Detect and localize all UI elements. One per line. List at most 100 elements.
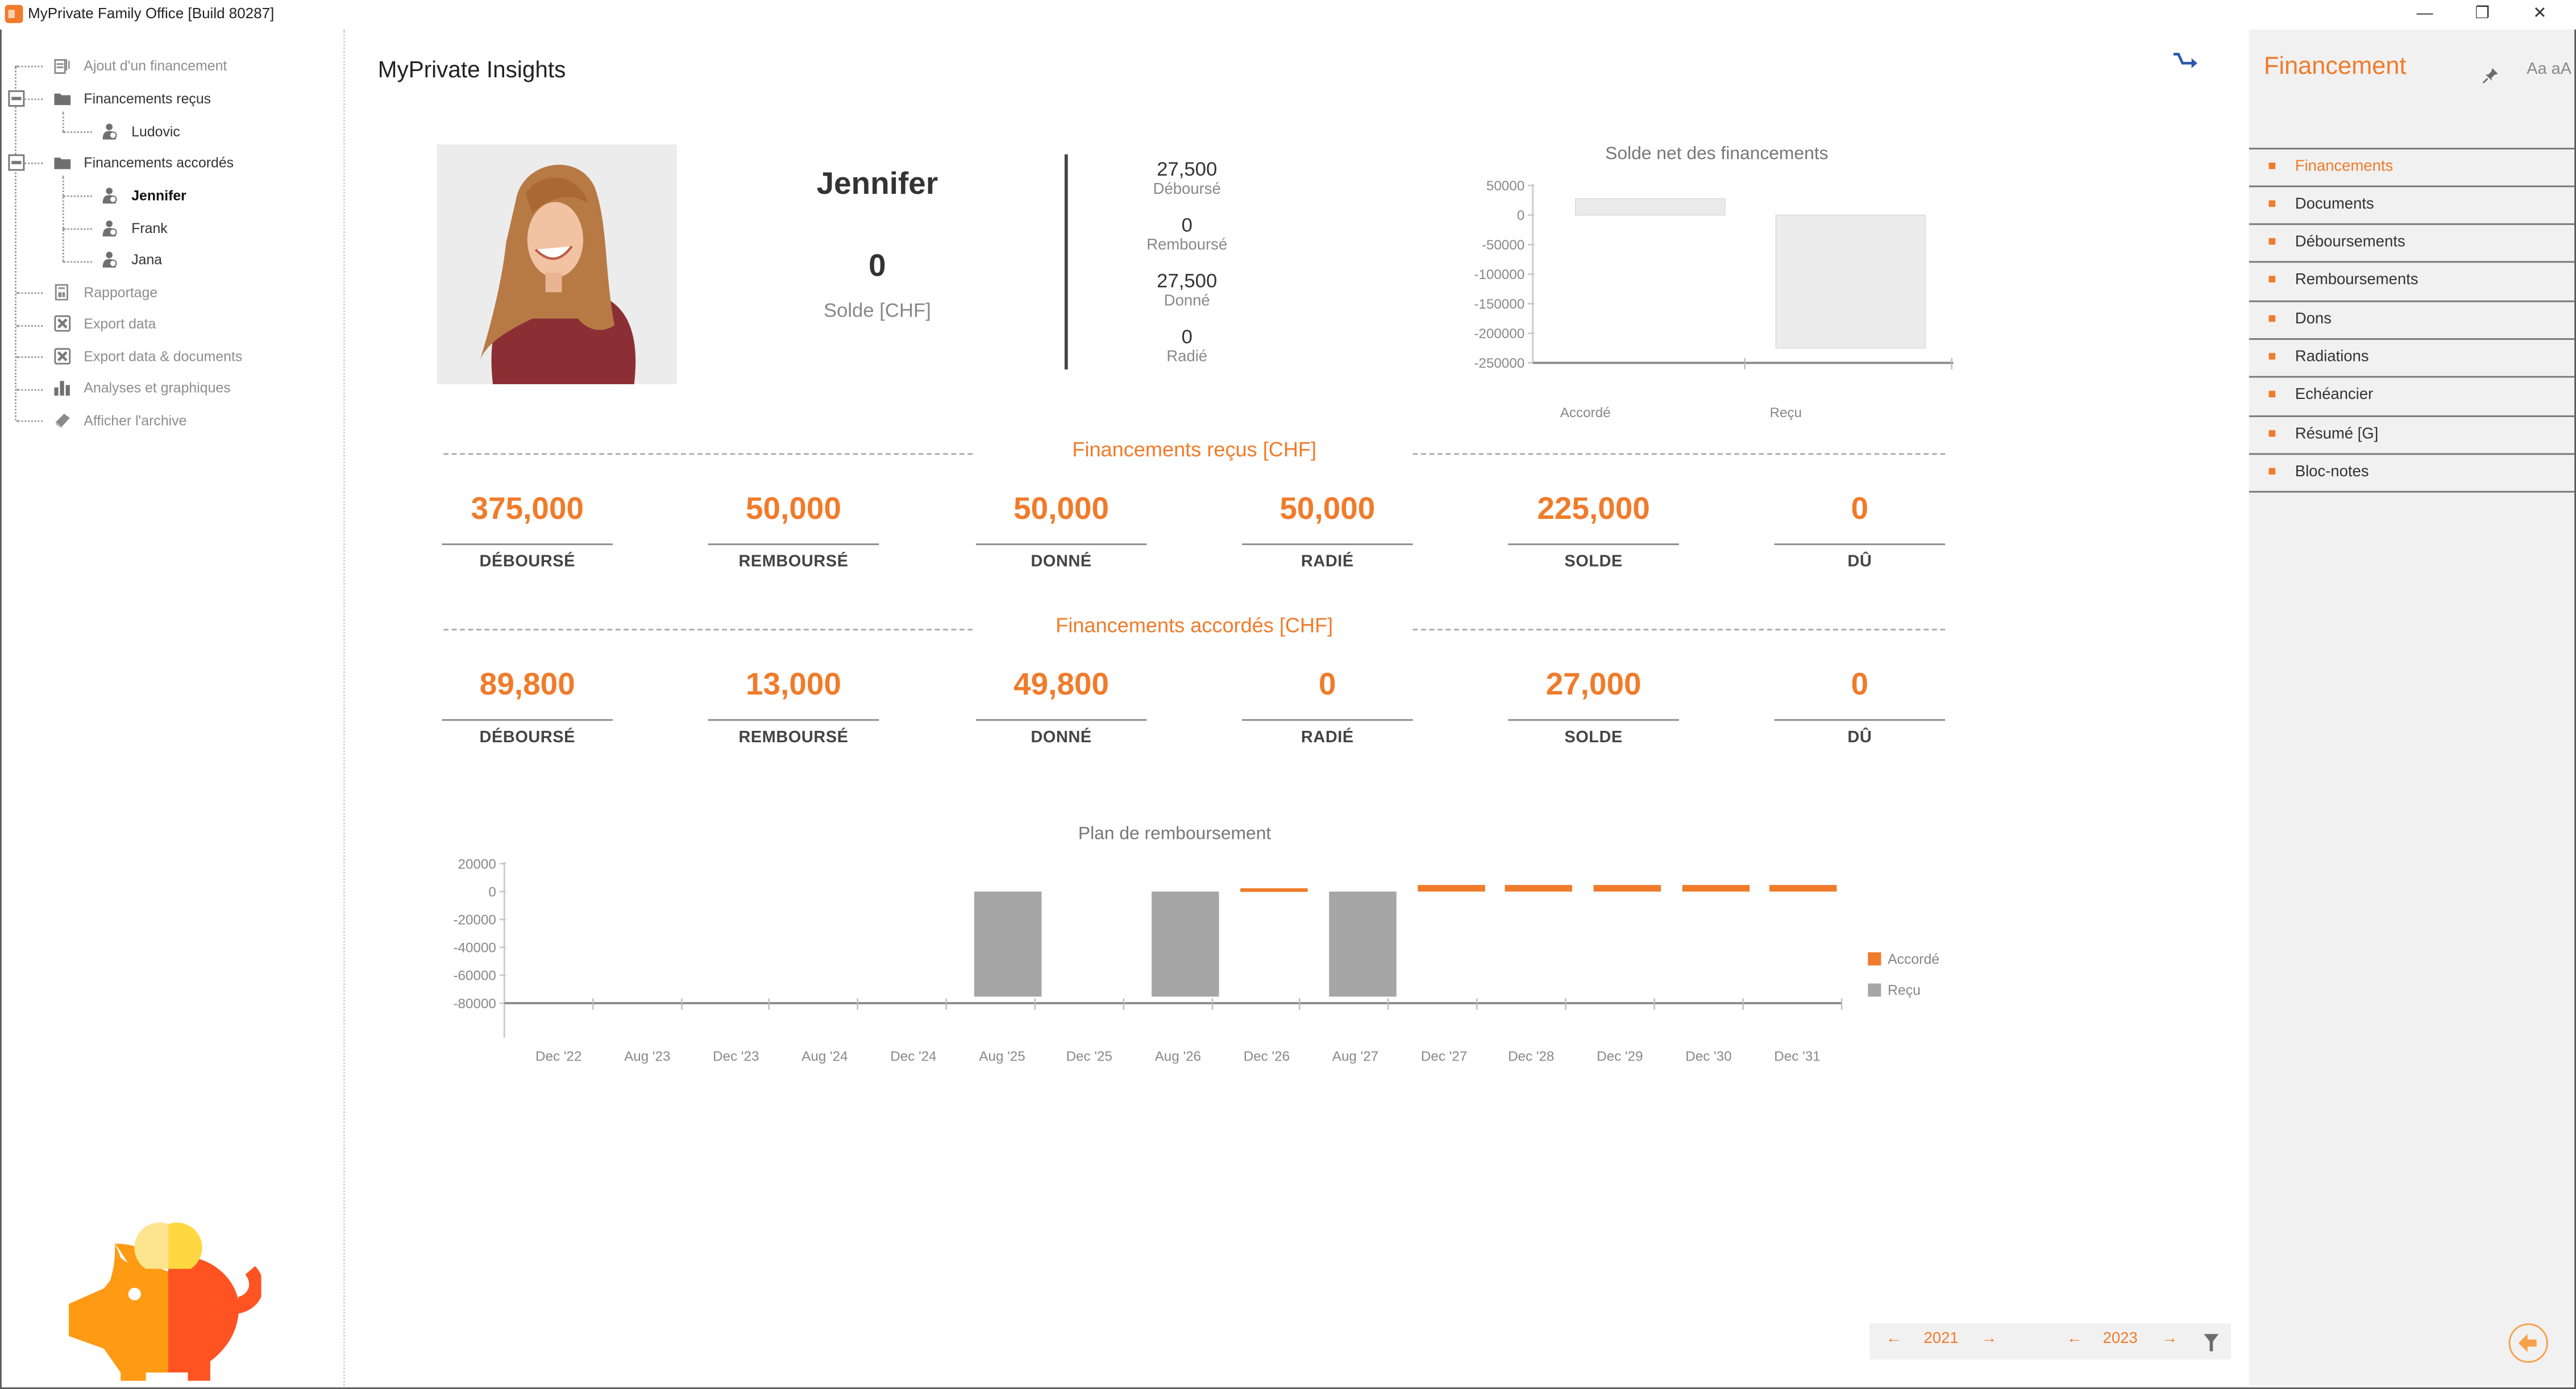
kpi-label: RADIÉ (1301, 729, 1354, 747)
tree-item-jennifer[interactable]: Jennifer (102, 182, 186, 209)
start-year-next-button[interactable]: → (1981, 1330, 1997, 1348)
bullet-icon (2268, 390, 2276, 398)
tree-connector (62, 228, 92, 230)
kpi-underline (708, 719, 879, 721)
archive-book-icon (54, 412, 70, 429)
bar-chart-icon (54, 379, 70, 396)
kpi-underline (1242, 719, 1413, 721)
y-tick-label: -100000 (1474, 266, 1525, 282)
collapse-received-toggle[interactable] (8, 90, 25, 107)
kpi-recus-donne: 50,000 DONNÉ (975, 489, 1147, 571)
bar-accorde-dec30 (1682, 885, 1750, 892)
tree-item-financements-accordes[interactable]: Financements accordés (54, 149, 234, 176)
tree-item-add-financing[interactable]: Ajout d'un financement (54, 52, 227, 78)
close-button[interactable]: ✕ (2533, 5, 2547, 23)
folder-icon (54, 155, 71, 171)
nav-item-label: Bloc-notes (2295, 463, 2369, 481)
start-year-prev-button[interactable]: ← (1886, 1330, 1902, 1348)
nav-item-bloc-notes[interactable]: Bloc-notes (2249, 453, 2575, 490)
collapse-granted-toggle[interactable] (8, 154, 25, 171)
tree-connector (16, 356, 43, 358)
tree-item-label: Analyses et graphiques (84, 379, 231, 396)
nav-item-label: Financements (2295, 157, 2394, 176)
kpi-accordes-donne: 49,800 DONNÉ (975, 665, 1147, 747)
kpi-accordes-du: 0 DÛ (1774, 665, 1946, 747)
pin-icon[interactable] (2482, 63, 2499, 84)
profile-photo (437, 144, 677, 385)
kpi-recus-rembourse: 50,000 REMBOURSÉ (708, 489, 879, 571)
nav-item-resume[interactable]: Résumé [G] (2249, 415, 2575, 453)
piggy-bank-logo-icon (64, 1210, 264, 1381)
kpi-underline (442, 719, 613, 721)
stat-rembourse: 0 Remboursé (1117, 214, 1257, 255)
end-year-prev-button[interactable]: ← (2066, 1330, 2083, 1348)
tree-item-frank[interactable]: Frank (102, 215, 168, 241)
tree-item-rapportage[interactable]: Rapportage (54, 279, 157, 305)
nav-item-financements[interactable]: Financements (2249, 148, 2575, 185)
tree-connector (16, 389, 43, 391)
route-arrow-icon[interactable] (2168, 49, 2201, 72)
start-year-value[interactable]: 2021 (1923, 1330, 1959, 1348)
y-tick-label: -40000 (453, 939, 496, 956)
kpi-recus-debourse: 375,000 DÉBOURSÉ (442, 489, 613, 571)
nav-item-deboursements[interactable]: Déboursements (2249, 223, 2575, 261)
kpi-value: 49,800 (1013, 668, 1110, 703)
legend-swatch-accorde (1868, 952, 1881, 966)
nav-item-remboursements[interactable]: Remboursements (2249, 261, 2575, 298)
section-header-accordes: Financements accordés [CHF] (443, 613, 1946, 646)
kpi-underline (975, 719, 1147, 721)
tree-connector (15, 65, 16, 421)
chart-title: Solde net des financements (1605, 144, 1829, 164)
x-tick-label: Aug '24 (801, 1047, 848, 1064)
nav-item-dons[interactable]: Dons (2249, 300, 2575, 338)
tree-item-export-data-documents[interactable]: Export data & documents (54, 343, 242, 369)
vertical-divider (1064, 154, 1068, 370)
nav-item-echeancier[interactable]: Echéancier (2249, 376, 2575, 414)
tree-item-label: Ludovic (131, 123, 180, 140)
kpi-value: 50,000 (1013, 492, 1110, 527)
back-arrow-button[interactable] (2508, 1323, 2548, 1363)
kpi-label: DÛ (1847, 553, 1872, 572)
dashed-divider (443, 629, 973, 631)
end-year-value[interactable]: 2023 (2103, 1330, 2138, 1348)
tree-connector (16, 420, 43, 422)
restore-button[interactable]: ❐ (2475, 5, 2490, 23)
add-document-icon (54, 57, 70, 74)
excel-icon (54, 348, 71, 365)
tree-item-ludovic[interactable]: Ludovic (102, 118, 180, 144)
pane-title: Financement (2263, 52, 2407, 81)
kpi-accordes-solde: 27,000 SOLDE (1508, 665, 1679, 747)
filter-icon[interactable] (2203, 1332, 2220, 1351)
tree-item-analyses[interactable]: Analyses et graphiques (54, 375, 231, 401)
tree-item-export-data[interactable]: Export data (54, 310, 156, 336)
tree-item-archive[interactable]: Afficher l'archive (54, 407, 186, 433)
tree-connector (62, 111, 64, 132)
person-money-icon (102, 251, 118, 268)
kpi-label: DÛ (1847, 729, 1872, 747)
end-year-next-button[interactable]: → (2162, 1330, 2178, 1348)
bullet-icon (2268, 163, 2276, 169)
font-size-toggle[interactable]: Aa aA (2527, 60, 2572, 79)
kpi-value: 225,000 (1537, 492, 1650, 527)
stat-radie: 0 Radié (1117, 325, 1257, 366)
kpi-accordes-rembourse: 13,000 REMBOURSÉ (708, 665, 879, 747)
nav-item-documents[interactable]: Documents (2249, 185, 2575, 223)
y-tick-label: -20000 (453, 911, 496, 928)
kpi-underline (1774, 543, 1946, 546)
nav-item-radiations[interactable]: Radiations (2249, 338, 2575, 376)
tree-item-financements-recus[interactable]: Financements reçus (54, 85, 211, 111)
kpi-underline (708, 543, 879, 546)
tree-item-label: Afficher l'archive (84, 412, 187, 429)
minimize-button[interactable]: — (2416, 5, 2433, 23)
tree-connector (23, 163, 43, 164)
kpi-underline (1508, 543, 1679, 546)
report-icon (54, 284, 70, 301)
tree-connector (62, 131, 92, 134)
y-tick-label: 0 (488, 883, 496, 900)
bullet-icon (2268, 353, 2276, 360)
stat-donne: 27,500 Donné (1117, 269, 1257, 310)
kpi-underline (1774, 719, 1946, 721)
bar-recu-aug27 (1329, 891, 1397, 997)
tree-item-jana[interactable]: Jana (102, 246, 162, 272)
kpi-recus-du: 0 DÛ (1774, 489, 1946, 572)
